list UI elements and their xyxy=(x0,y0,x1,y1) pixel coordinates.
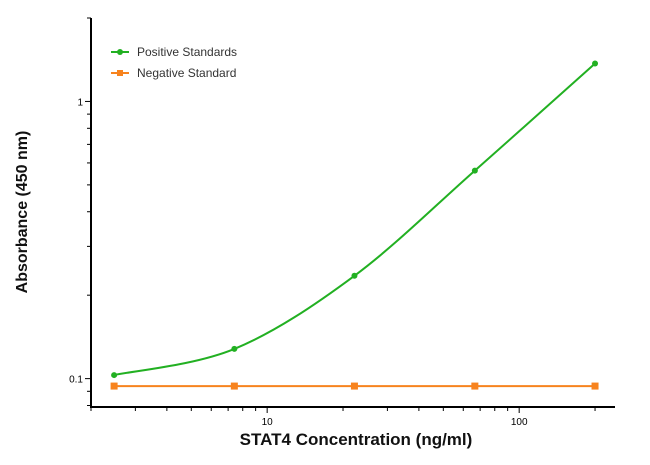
data-point-negative xyxy=(471,382,479,390)
data-point-negative xyxy=(350,382,358,390)
y-tick-label: 1 xyxy=(77,97,83,108)
legend-label-positive: Positive Standards xyxy=(137,45,237,59)
x-axis-label: STAT4 Concentration (ng/ml) xyxy=(240,430,473,449)
data-point-positive xyxy=(351,272,358,279)
x-tick-label: 10 xyxy=(262,417,274,428)
data-point-positive xyxy=(111,372,118,379)
y-axis-label: Absorbance (450 nm) xyxy=(14,131,31,294)
data-point-negative xyxy=(110,382,118,390)
data-point-negative xyxy=(230,382,238,390)
legend-marker-negative xyxy=(117,70,123,76)
legend: Positive Standards Negative Standard xyxy=(111,45,237,80)
axes: 10 100 0.1 1 xyxy=(69,17,615,428)
data-marks xyxy=(110,60,599,390)
data-point-negative xyxy=(591,382,599,390)
series-line-positive xyxy=(113,62,596,377)
legend-marker-positive xyxy=(117,49,123,55)
y-tick-label: 0.1 xyxy=(69,375,83,386)
legend-label-negative: Negative Standard xyxy=(137,66,236,80)
data-point-positive xyxy=(592,60,599,67)
data-point-positive xyxy=(471,167,478,174)
x-tick-label: 100 xyxy=(511,417,528,428)
data-point-positive xyxy=(231,345,238,352)
